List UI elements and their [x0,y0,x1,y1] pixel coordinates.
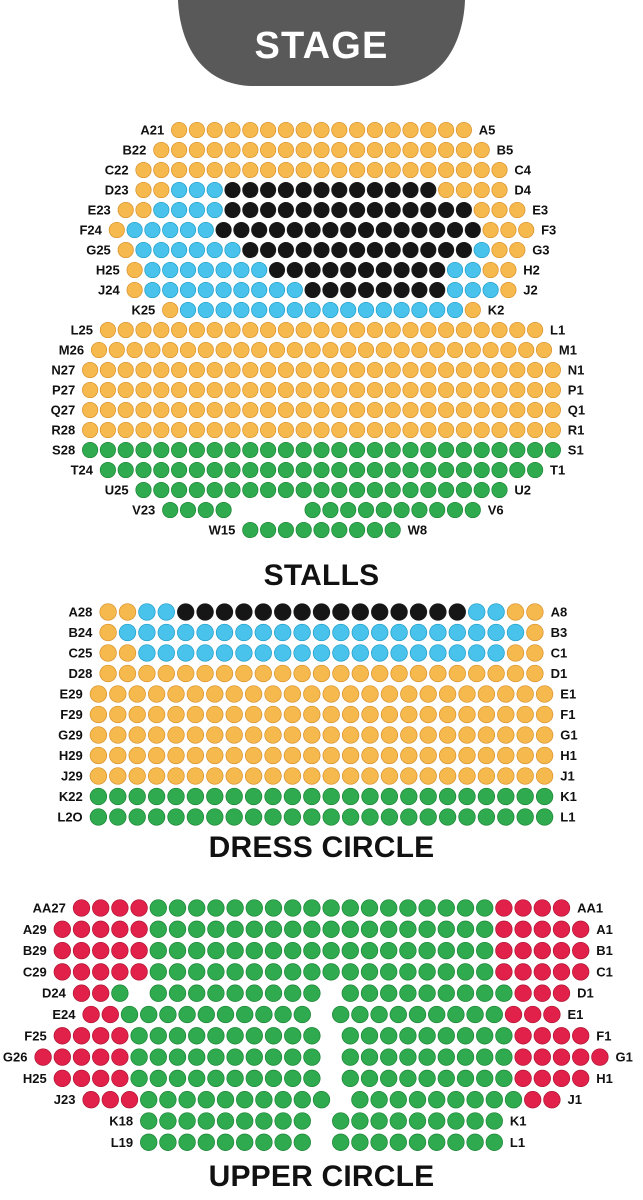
svg-text:K18: K18 [109,1114,133,1129]
svg-text:D23: D23 [105,183,129,198]
svg-text:AA1: AA1 [577,901,603,916]
svg-text:W15: W15 [209,523,236,538]
svg-text:C22: C22 [105,163,129,178]
svg-text:G26: G26 [3,1050,28,1065]
svg-text:Q27: Q27 [51,403,76,418]
svg-text:F24: F24 [79,223,102,238]
svg-text:F29: F29 [60,707,82,722]
svg-text:L1: L1 [550,323,565,338]
svg-text:V6: V6 [488,503,504,518]
svg-text:R1: R1 [568,423,585,438]
svg-text:M26: M26 [59,343,84,358]
svg-text:UPPER CIRCLE: UPPER CIRCLE [209,1160,435,1193]
svg-text:B1: B1 [596,943,613,958]
svg-text:E23: E23 [88,203,111,218]
svg-text:N1: N1 [568,363,585,378]
svg-text:H1: H1 [596,1071,613,1086]
svg-text:A1: A1 [596,922,613,937]
svg-text:W8: W8 [408,523,428,538]
svg-text:B24: B24 [69,625,94,640]
svg-text:G29: G29 [58,728,83,743]
svg-text:A21: A21 [140,123,164,138]
svg-text:U25: U25 [105,483,129,498]
svg-text:L1: L1 [560,810,575,825]
svg-text:C4: C4 [514,163,531,178]
svg-text:D4: D4 [514,183,531,198]
svg-text:S28: S28 [52,443,75,458]
svg-text:E1: E1 [568,1007,584,1022]
svg-text:C29: C29 [23,964,47,979]
svg-text:T1: T1 [550,463,565,478]
svg-text:D24: D24 [42,986,67,1001]
svg-text:D1: D1 [551,666,568,681]
svg-text:DRESS CIRCLE: DRESS CIRCLE [209,831,435,864]
svg-text:J23: J23 [54,1092,76,1107]
svg-text:P27: P27 [52,383,75,398]
svg-text:A8: A8 [551,605,568,620]
svg-text:T24: T24 [71,463,94,478]
svg-text:A28: A28 [69,605,93,620]
svg-text:STAGE: STAGE [254,25,388,67]
svg-text:H2: H2 [523,263,540,278]
svg-text:H25: H25 [23,1071,47,1086]
svg-text:K22: K22 [59,789,83,804]
svg-text:E1: E1 [560,687,576,702]
svg-text:U2: U2 [514,483,531,498]
svg-text:H25: H25 [96,263,120,278]
svg-text:E29: E29 [60,687,83,702]
svg-text:G25: G25 [86,243,111,258]
svg-text:P1: P1 [568,383,584,398]
svg-text:J1: J1 [568,1092,582,1107]
svg-text:J24: J24 [98,283,120,298]
svg-text:K2: K2 [488,303,505,318]
svg-text:A5: A5 [479,123,496,138]
svg-text:L25: L25 [71,323,93,338]
svg-text:B5: B5 [497,143,514,158]
svg-text:N27: N27 [51,363,75,378]
svg-text:F1: F1 [560,707,575,722]
svg-text:K25: K25 [131,303,155,318]
svg-text:C1: C1 [551,646,568,661]
svg-text:C25: C25 [69,646,93,661]
svg-text:C1: C1 [596,964,613,979]
svg-text:F3: F3 [541,223,556,238]
svg-text:Q1: Q1 [568,403,585,418]
svg-text:STALLS: STALLS [264,559,380,592]
svg-text:L2O: L2O [57,810,82,825]
svg-text:H1: H1 [560,748,577,763]
svg-text:A29: A29 [23,922,47,937]
svg-text:L1: L1 [510,1135,525,1150]
svg-text:B3: B3 [551,625,568,640]
svg-text:G1: G1 [560,728,577,743]
svg-text:D1: D1 [577,986,594,1001]
svg-text:D28: D28 [69,666,93,681]
svg-text:E24: E24 [52,1007,76,1022]
svg-text:L19: L19 [111,1135,133,1150]
svg-text:K1: K1 [510,1114,527,1129]
svg-text:F1: F1 [596,1028,611,1043]
svg-text:AA27: AA27 [33,901,66,916]
svg-text:M1: M1 [559,343,577,358]
svg-text:J1: J1 [560,769,574,784]
svg-text:G1: G1 [616,1050,633,1065]
svg-text:G3: G3 [532,243,549,258]
svg-text:K1: K1 [560,789,577,804]
svg-text:B22: B22 [123,143,147,158]
svg-text:R28: R28 [51,423,75,438]
svg-text:J2: J2 [523,283,537,298]
svg-text:V23: V23 [132,503,155,518]
svg-text:H29: H29 [59,748,83,763]
svg-text:E3: E3 [532,203,548,218]
svg-text:J29: J29 [61,769,83,784]
svg-text:F25: F25 [24,1028,46,1043]
svg-text:S1: S1 [568,443,584,458]
svg-text:B29: B29 [23,943,47,958]
